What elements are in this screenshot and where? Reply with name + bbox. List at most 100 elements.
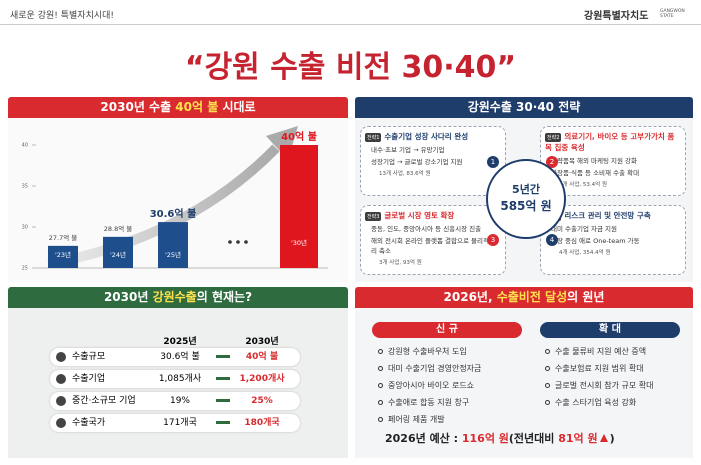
header-text: 시대로 [218,100,256,114]
main-title: “강원 수출 비전 30·40” [184,50,517,85]
x-tick-label: '23년 [55,250,71,259]
list-item: 글로벌 전시회 참가 규모 확대 [545,380,690,391]
row-label: 수출국가 [72,418,106,428]
row-current: 171개국 [163,418,197,428]
strategy-note: 4개 사업, 354.4억 원 [559,250,611,256]
strategy-tag: 전략2 [545,132,562,142]
strategy-head: 전략2 의료기기, 바이오 등 고부가가치 품목 집중 육성 [545,131,681,153]
row-current: 30.6억 불 [160,352,200,362]
logo-en: GANGWON STATE [660,9,685,19]
logo: 강원특별자치도 [584,11,649,22]
strategy-title: 의료기기, 바이오 등 고부가가치 품목 집중 육성 [545,132,675,152]
bullet [545,383,550,388]
list-item: 대미 수출기업 경영안정자금 [378,363,528,374]
column-pill: 확 대 [540,322,680,338]
strategy-point: 성장기업 → 글로벌 강소기업 지원 [371,158,463,166]
row-target: 40억 불 [245,352,279,362]
column-pill: 신 규 [372,322,522,338]
list-item: 중앙아시아 바이오 로드쇼 [378,380,528,391]
list-item: 수출 물류비 지원 예산 증액 [545,346,690,357]
row-icon [56,352,66,362]
header-highlight: 수출비전 달성 [496,290,568,304]
bullet [378,383,383,388]
bar [103,236,133,268]
header-text: 의 원년 [567,290,605,304]
strategy-point: 대미 수출기업 자금 지원 [551,225,617,233]
y-tick-label: 40 [22,143,28,149]
column-header: 2025년 [163,337,197,347]
up-arrow [599,434,608,442]
trend-arrow [47,144,280,269]
row-current: 1,085개사 [158,374,202,384]
strategy-note: 4개 사업, 53.4억 원 [559,182,608,188]
strategy-number: 4 [546,234,558,246]
panel-header: 2030년 수출 40억 불 시대로 [8,97,348,118]
list-item: 강원형 수출바우처 도입 [378,346,528,357]
y-tick-label: 35 [22,184,28,190]
budget-text: 2026년 예산 : [385,432,462,445]
row-target: 1,200개사 [239,374,285,384]
bullet [378,349,383,354]
center-circle: 5년간 585억 원 [486,159,566,239]
column-header: 2030년 [245,337,279,347]
strategy-box: 전략1 수출기업 성장 사다리 완성 내수·초보 기업 → 유망기업 성장기업 → 글… [360,126,506,196]
strategy-note: 3개 사업, 93억 원 [379,260,422,266]
strategy-title: 리스크 관리 및 안전망 구축 [564,211,651,220]
status-row: 중간·소규모 기업 19% 25% [50,392,300,410]
strategy-title: 글로벌 시장 영토 확장 [384,211,455,220]
chart: 25 30 35 40 27.7억 불 '23년 28.8억 불 '24년 30.6억 불 '25… [22,126,328,272]
bullet [378,417,383,422]
panel-header: 2026년, 수출비전 달성의 원년 [355,287,693,308]
bullet [545,366,550,371]
row-target: 25% [251,396,273,406]
list-item: 수출 스타기업 육성 강화 [545,397,690,408]
value-label: 28.8억 불 [104,224,133,233]
strategy-head: 전략3 글로벌 시장 영토 확장 [365,210,501,221]
row-icon [56,418,66,428]
row-label: 중간·소규모 기업 [72,396,136,406]
row-arrow [216,355,230,358]
strategy-number: 3 [487,234,499,246]
budget-value: 116억 원 [461,432,509,445]
list-item: 수출애로 합동 지원 창구 [378,397,528,408]
status-row: 수출규모 30.6억 불 40억 불 [50,348,300,366]
list-item: 수출보험료 지원 범위 확대 [545,363,690,374]
header-text: 2026년, [443,290,497,304]
strategy-number: 2 [546,156,558,168]
strategy-number: 1 [487,156,499,168]
center-value: 585억 원 [500,199,552,213]
strategy-tag: 전략3 [365,211,382,221]
gap-dot [236,240,240,244]
panel-header: 강원수출 30·40 전략 [355,97,693,118]
strategy-head: 전략1 수출기업 성장 사다리 완성 [365,131,501,142]
top-rule [0,24,701,25]
budget-text: (전년대비 [508,432,559,445]
bullet [545,400,550,405]
strategy-point: 해외 전시회 온라인 플랫폼 결합으로 물리적 거리 축소 [371,237,498,255]
x-tick-label: '30년 [291,238,307,247]
bar [158,222,188,268]
row-target: 180개국 [244,418,280,428]
bullet [545,349,550,354]
value-label: 40억 불 [281,131,317,143]
status-row: 수출국가 171개국 180개국 [50,414,300,432]
strategy-point: 중동, 인도, 중앙아시아 등 신흥시장 진출 [371,225,482,233]
bar [280,145,318,268]
row-arrow [216,421,230,424]
row-current: 19% [169,396,190,406]
strategy-title: 수출기업 성장 사다리 완성 [384,132,469,141]
gap-dot [228,240,232,244]
strategy-point: 전략품목 해외 마케팅 지원 강화 [551,157,638,165]
header-text: 의 현재는? [196,290,253,304]
y-tick-label: 30 [22,225,28,231]
row-arrow [216,399,230,402]
row-label: 수출규모 [72,352,106,362]
strategy-point: 현장 중심 애로 One-team 가동 [551,237,640,245]
header-highlight: 강원수출 [152,290,197,304]
status-row: 수출기업 1,085개사 1,200개사 [50,370,300,388]
